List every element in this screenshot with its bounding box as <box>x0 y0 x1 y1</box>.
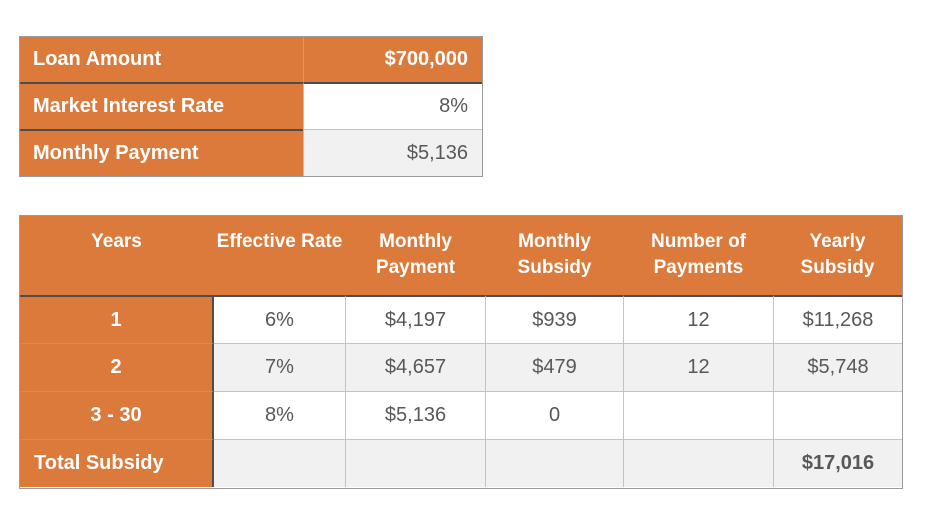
header-cell-effective-rate[interactable]: Effective Rate <box>214 216 346 295</box>
row-year2-label-cell[interactable]: 2 <box>20 343 214 391</box>
row-years3-30-yearly-subsidy-cell[interactable] <box>774 391 902 439</box>
summary-row-monthly-payment: Monthly Payment $5,136 <box>20 129 482 176</box>
row-year1-monthly-payment-cell[interactable]: $4,197 <box>346 295 486 343</box>
row-total-monthly-subsidy-cell[interactable] <box>486 439 624 487</box>
row-total-effective-rate-cell[interactable] <box>214 439 346 487</box>
row-year1-effective-rate-cell[interactable]: 6% <box>214 295 346 343</box>
summary-row-loan-amount: Loan Amount $700,000 <box>20 37 482 82</box>
monthly-payment-value-cell[interactable]: $5,136 <box>303 129 482 176</box>
row-year2-number-of-payments-cell[interactable]: 12 <box>624 343 774 391</box>
loan-summary-table: Loan Amount $700,000 Market Interest Rat… <box>19 36 483 177</box>
header-cell-yearly-subsidy[interactable]: Yearly Subsidy <box>774 216 902 295</box>
row-years3-30-monthly-payment-cell[interactable]: $5,136 <box>346 391 486 439</box>
row-total-monthly-payment-cell[interactable] <box>346 439 486 487</box>
row-years3-30-effective-rate-cell[interactable]: 8% <box>214 391 346 439</box>
row-year1-label-cell[interactable]: 1 <box>20 295 214 343</box>
row-year2-effective-rate-cell[interactable]: 7% <box>214 343 346 391</box>
row-years3-30-monthly-subsidy-cell[interactable]: 0 <box>486 391 624 439</box>
row-total-number-of-payments-cell[interactable] <box>624 439 774 487</box>
row-years3-30-number-of-payments-cell[interactable] <box>624 391 774 439</box>
row-total-yearly-subsidy-cell[interactable]: $17,016 <box>774 439 902 487</box>
header-cell-monthly-subsidy[interactable]: Monthly Subsidy <box>486 216 624 295</box>
loan-amount-value-cell[interactable]: $700,000 <box>303 37 482 82</box>
row-year1-monthly-subsidy-cell[interactable]: $939 <box>486 295 624 343</box>
monthly-payment-label-cell[interactable]: Monthly Payment <box>20 129 303 176</box>
subsidy-schedule-table: Years Effective Rate Monthly Payment Mon… <box>19 215 903 489</box>
row-total-subsidy-label-cell[interactable]: Total Subsidy <box>20 439 214 487</box>
row-year2-monthly-payment-cell[interactable]: $4,657 <box>346 343 486 391</box>
market-rate-label-cell[interactable]: Market Interest Rate <box>20 82 303 129</box>
row-years3-30-label-cell[interactable]: 3 - 30 <box>20 391 214 439</box>
row-year1-number-of-payments-cell[interactable]: 12 <box>624 295 774 343</box>
summary-row-market-rate: Market Interest Rate 8% <box>20 82 482 129</box>
market-rate-value-cell[interactable]: 8% <box>303 82 482 129</box>
header-cell-years[interactable]: Years <box>20 216 214 295</box>
header-cell-monthly-payment[interactable]: Monthly Payment <box>346 216 486 295</box>
loan-amount-label-cell[interactable]: Loan Amount <box>20 37 303 82</box>
row-year1-yearly-subsidy-cell[interactable]: $11,268 <box>774 295 902 343</box>
row-year2-yearly-subsidy-cell[interactable]: $5,748 <box>774 343 902 391</box>
row-year2-monthly-subsidy-cell[interactable]: $479 <box>486 343 624 391</box>
header-cell-number-of-payments[interactable]: Number of Payments <box>624 216 774 295</box>
